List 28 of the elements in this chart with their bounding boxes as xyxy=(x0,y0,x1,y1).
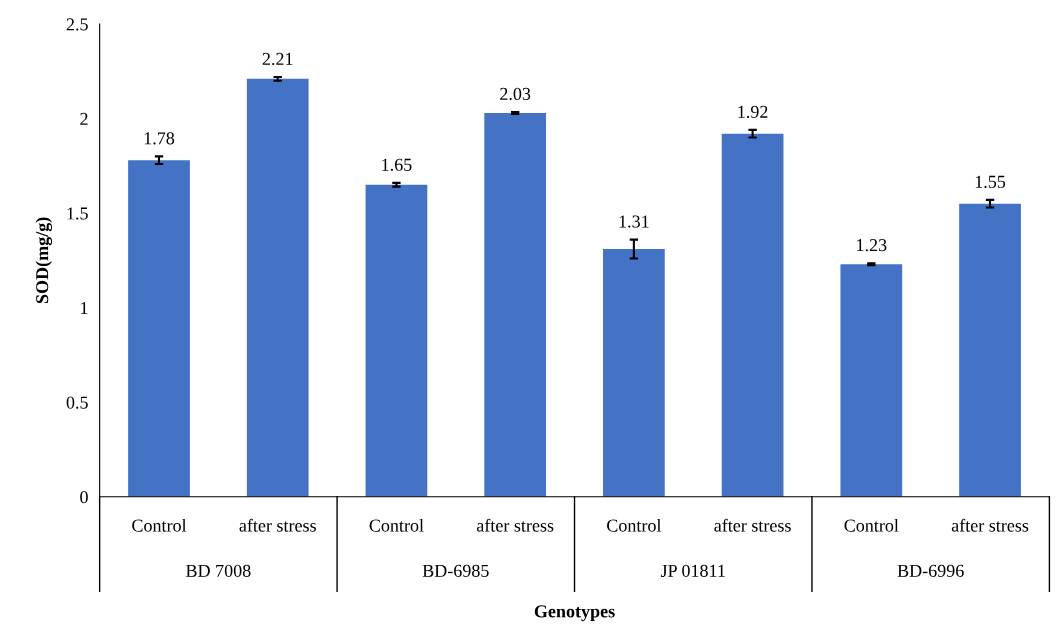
y-tick-label: 2.5 xyxy=(66,18,88,31)
x-tick-label: after stress xyxy=(476,518,554,532)
data-label: 1.92 xyxy=(738,105,768,118)
data-label: 1.65 xyxy=(382,158,412,171)
x-tick-label: after stress xyxy=(951,518,1029,532)
y-tick-label: 0.5 xyxy=(66,396,88,409)
text: JP 01811 xyxy=(660,564,725,577)
y-axis-title: SOD(mg/g) xyxy=(35,217,53,304)
x-tick-label: Control xyxy=(844,518,899,532)
data-label: 2.03 xyxy=(500,87,531,101)
text: BD-6996 xyxy=(897,564,964,577)
data-label: 2.21 xyxy=(262,52,293,66)
x-axis-title: Genotypes xyxy=(534,605,615,622)
y-tick-label: 1 xyxy=(81,302,88,314)
x-tick-label: Control xyxy=(607,518,662,532)
y-tick-label: 1.5 xyxy=(67,207,88,220)
x-tick-label: Control xyxy=(132,518,187,532)
text: BD 7008 xyxy=(186,564,251,577)
data-label: 1.23 xyxy=(857,239,887,252)
x-tick-label: after stress xyxy=(239,518,316,532)
data-label: 1.55 xyxy=(975,175,1006,188)
y-tick-label: 2 xyxy=(80,112,88,125)
y-tick-label: 0 xyxy=(80,491,88,504)
data-label: 1.78 xyxy=(144,132,175,145)
x-tick-label: Control xyxy=(369,518,424,532)
x-tick-label: after stress xyxy=(714,518,791,532)
text: BD-6985 xyxy=(422,564,489,577)
data-label: 1.31 xyxy=(619,215,649,228)
